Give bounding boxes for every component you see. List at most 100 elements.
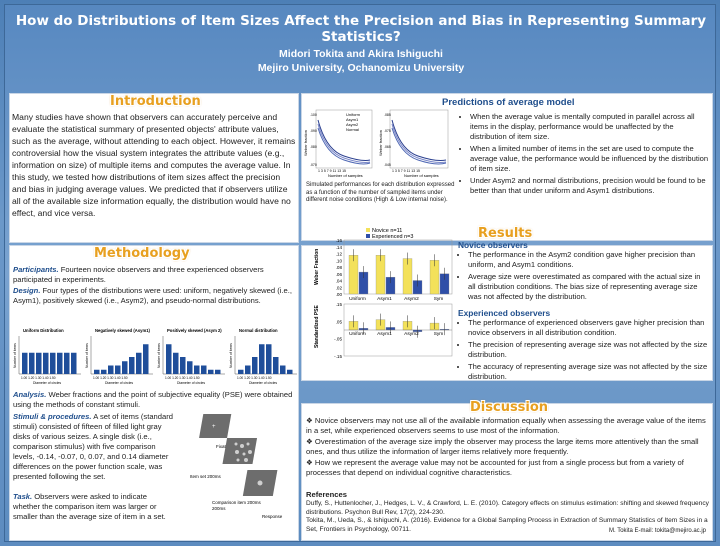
distribution-bar <box>238 369 244 374</box>
chart-ylabel: Weber Fraction <box>314 249 320 285</box>
distribution-bar <box>201 365 207 374</box>
chart-category-label: Uniform <box>349 331 366 337</box>
distribution-bar <box>50 352 56 374</box>
distribution-ylabel: Number of items <box>13 343 17 368</box>
references-list: Duffy, S., Huttenlocher, J., Hedges, L. … <box>306 500 710 534</box>
chart-category-label: Asym1 <box>377 331 392 337</box>
prediction-tick: .045 <box>384 163 391 167</box>
novice-heading: Novice observers <box>458 240 528 250</box>
distribution-bar <box>215 369 221 374</box>
distribution-title: Negatively skewed (Asym1) <box>95 328 151 333</box>
chart-tick-label: -.15 <box>334 354 342 359</box>
introduction-panel: Introduction Many studies have shown tha… <box>9 93 299 243</box>
chart-tick-label: .04 <box>336 279 343 284</box>
chart-category-label: Uniform <box>349 296 366 302</box>
discussion-bullet: ❖ How we represent the average value may… <box>306 458 684 477</box>
experienced-bullet: The precision of representing average si… <box>468 340 710 360</box>
chart-tick-label: .15 <box>336 302 343 307</box>
distribution-bar <box>71 352 77 374</box>
results-title: Results <box>478 226 533 241</box>
prediction-tick: .090 <box>310 129 317 133</box>
prediction-tick: .080 <box>310 145 317 149</box>
chart-tick-label: .14 <box>336 245 343 250</box>
participants-label: Participants. <box>13 265 59 274</box>
legend-experienced: Experienced n=3 <box>372 234 413 240</box>
prediction-ylabel-right: Weber fraction <box>378 130 383 156</box>
introduction-title: Introduction <box>110 94 201 109</box>
distribution-xlabel: Diameter of circles <box>249 381 277 385</box>
experienced-heading: Experienced observers <box>458 308 551 318</box>
chart-tick-label: .16 <box>336 238 343 243</box>
analysis-body: Weber fractions and the point of subject… <box>13 390 293 409</box>
distribution-bar <box>36 352 42 374</box>
affiliation: Mejiro University, Ochanomizu University <box>257 62 465 74</box>
legend-asym1: Asym1 <box>346 117 359 122</box>
experienced-bullets: The performance of experienced observers… <box>458 318 710 384</box>
distribution-bar <box>115 365 121 374</box>
prediction-plot-left: Weber fraction Number of samples 1 3 5 7… <box>304 109 373 178</box>
chart-tick-label: .10 <box>336 258 343 263</box>
experienced-bullet: The accuracy of representing average siz… <box>468 362 710 382</box>
introduction-text: Many studies have shown that observers c… <box>12 112 296 218</box>
distribution-bar <box>122 361 128 374</box>
predictions-panel: Predictions of average model Weber fract… <box>301 93 713 241</box>
chart-tick-label: .05 <box>336 319 343 324</box>
distribution-bar <box>129 357 135 374</box>
reference-item: Duffy, S., Huttenlocher, J., Hedges, L. … <box>306 500 709 516</box>
discussion-bullets: ❖ Novice observers may not use all of th… <box>306 416 710 478</box>
legend-uniform: Uniform <box>346 112 361 117</box>
distribution-title: Uniform Distribution <box>23 328 64 333</box>
task-body: Observers were asked to indicate whether… <box>13 492 166 521</box>
novice-bullets: The performance in the Asym2 condition g… <box>458 250 710 304</box>
distribution-xlabel: Diameter of circles <box>105 381 133 385</box>
experienced-bullet: The performance of experienced observers… <box>468 318 710 338</box>
distribution-bar <box>22 352 28 374</box>
chart-category-label: Sym <box>434 331 444 337</box>
prediction-tick: .075 <box>384 129 391 133</box>
methodology-panel: Methodology Participants. Fourteen novic… <box>9 245 299 541</box>
item-set-label: Item set 200ms <box>190 474 222 479</box>
participants-body: Fourteen novice observers and three expe… <box>13 265 264 284</box>
discussion-bullet: ❖ Overestimation of the average size imp… <box>306 437 699 456</box>
chart-frame <box>343 239 453 295</box>
predictions-bullets: When the average value is mentally compu… <box>460 112 710 198</box>
prediction-xlabel-right: Number of samples <box>404 173 439 178</box>
distribution-ylabel: Number of items <box>229 343 233 368</box>
novice-bullet: The performance in the Asym2 condition g… <box>468 250 710 270</box>
distribution-xlabel: Diameter of circles <box>33 381 61 385</box>
distribution-bar <box>108 365 114 374</box>
distribution-bar <box>166 344 172 374</box>
results-panel: Results Novice n=11 Experienced n=3 .16 .14… <box>301 226 713 384</box>
distribution-bar <box>43 352 49 374</box>
distribution-bar <box>259 344 265 374</box>
analysis-label: Analysis. <box>13 390 47 399</box>
prediction-tick: .100 <box>310 113 317 117</box>
stimuli-body: A set of items (standard stimuli) consis… <box>13 412 173 481</box>
stimuli-label: Stimuli & procedures. <box>13 412 92 421</box>
response-label: Response <box>262 514 283 519</box>
distribution-bar <box>287 369 293 374</box>
design-body: Four types of the distributions were use… <box>13 286 292 305</box>
chart-tick-label: .06 <box>336 272 343 277</box>
distribution-bar <box>245 365 251 374</box>
design-text: Design. Four types of the distributions … <box>13 286 297 306</box>
distribution-tick-labels: 1.00 1.20 1.30 1.40 1.50 <box>165 376 200 380</box>
predictions-caption: Simulated performances for each distribu… <box>306 182 455 203</box>
references-title: References <box>306 490 347 499</box>
distribution-bar <box>101 369 107 374</box>
prediction-plot-right: Weber fraction Number of samples 1 3 5 7… <box>378 109 449 178</box>
discussion-title: Discussion <box>470 400 549 415</box>
prediction-xticks-right: 1 3 5 7 9 11 13 15 <box>392 169 420 173</box>
distribution-bar <box>29 352 35 374</box>
novice-bullet: Average size were overestimated as compa… <box>468 272 710 302</box>
poster-title: How do Distributions of Item Sizes Affec… <box>15 13 707 45</box>
chart-category-label: Asym2 <box>404 296 419 302</box>
chart-category-label: Asym1 <box>377 296 392 302</box>
design-label: Design. <box>13 286 41 295</box>
legend-normal: Normal <box>346 127 359 132</box>
distribution-histograms: Uniform Distribution 1.00 1.20 1.30 1.40 … <box>13 328 297 385</box>
distribution-bar <box>136 352 142 374</box>
chart-tick-label: .08 <box>336 265 343 270</box>
poster: How do Distributions of Item Sizes Affec… <box>4 4 716 542</box>
item-set-disks <box>234 442 252 462</box>
